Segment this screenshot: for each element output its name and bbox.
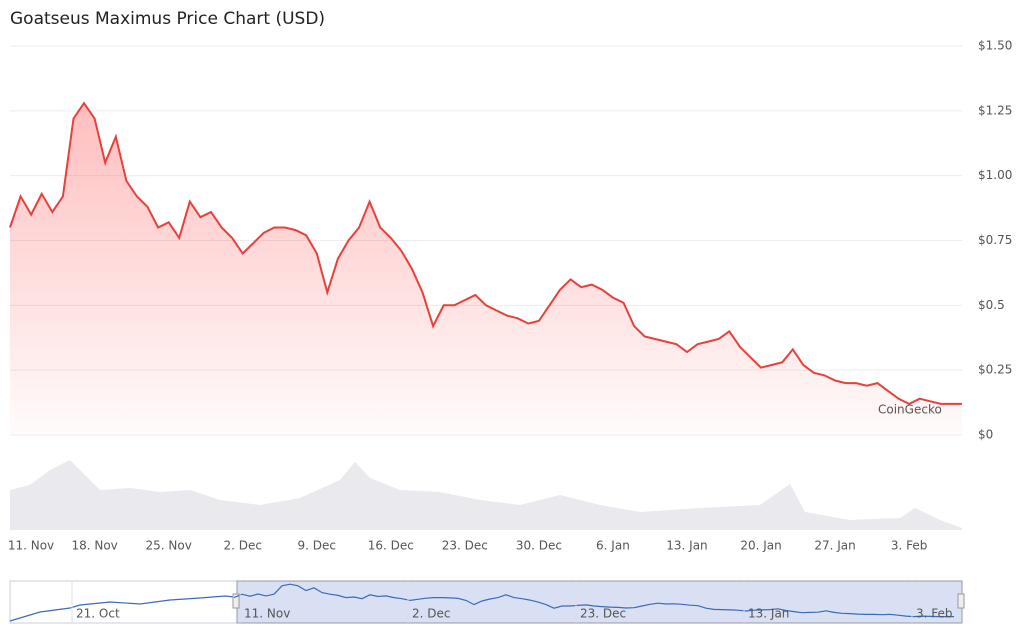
- y-tick-label: $1.50: [978, 39, 1012, 53]
- x-tick-label: 30. Dec: [516, 539, 562, 553]
- price-area: [10, 103, 962, 435]
- volume-area: [10, 460, 962, 530]
- x-tick-label: 13. Jan: [666, 539, 707, 553]
- navigator-line: [233, 583, 954, 618]
- navigator-label: 2. Dec: [412, 607, 450, 621]
- y-tick-label: $0.75: [978, 233, 1012, 247]
- x-tick-label: 9. Dec: [298, 539, 336, 553]
- x-tick-label: 27. Jan: [814, 539, 855, 553]
- price-line: [9, 101, 962, 406]
- x-tick-label: 2. Dec: [223, 539, 261, 553]
- x-tick-label: 23. Dec: [442, 539, 488, 553]
- navigator-label: 13. Jan: [748, 607, 789, 621]
- x-tick-label: 25. Nov: [146, 539, 192, 553]
- x-tick-label: 3. Feb: [891, 539, 928, 553]
- x-tick-label: 6. Jan: [596, 539, 630, 553]
- navigator-label: 23. Dec: [580, 607, 626, 621]
- x-tick-label: 11. Nov: [8, 539, 54, 553]
- navigator-label: 3. Feb: [916, 607, 953, 621]
- chart-title: Goatseus Maximus Price Chart (USD): [10, 9, 325, 29]
- navigator-handle[interactable]: [957, 593, 965, 609]
- y-tick-label: $0.25: [978, 363, 1012, 377]
- x-tick-label: 20. Jan: [740, 539, 781, 553]
- x-tick-label: 16. Dec: [368, 539, 414, 553]
- y-tick-label: $1.00: [978, 168, 1012, 182]
- navigator-line-history: [9, 595, 235, 622]
- navigator-label: 11. Nov: [244, 607, 290, 621]
- navigator-selection: [236, 580, 963, 624]
- navigator-handle[interactable]: [232, 593, 240, 609]
- y-tick-label: $0: [978, 428, 993, 442]
- x-tick-label: 18. Nov: [71, 539, 117, 553]
- navigator-label: 21. Oct: [76, 607, 120, 621]
- y-tick-label: $0.5: [978, 298, 1005, 312]
- y-tick-label: $1.25: [978, 103, 1012, 117]
